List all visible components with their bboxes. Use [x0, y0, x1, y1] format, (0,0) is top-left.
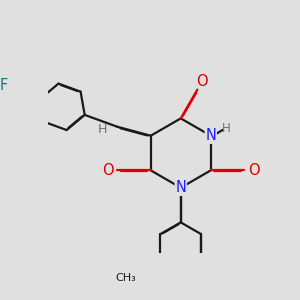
Text: H: H — [97, 123, 107, 136]
Text: O: O — [196, 74, 208, 89]
Text: O: O — [248, 163, 260, 178]
Text: O: O — [102, 163, 114, 178]
Text: N: N — [205, 128, 216, 143]
Text: F: F — [0, 78, 8, 93]
Text: CH₃: CH₃ — [115, 273, 136, 283]
Text: H: H — [222, 122, 230, 135]
Text: N: N — [175, 180, 186, 195]
